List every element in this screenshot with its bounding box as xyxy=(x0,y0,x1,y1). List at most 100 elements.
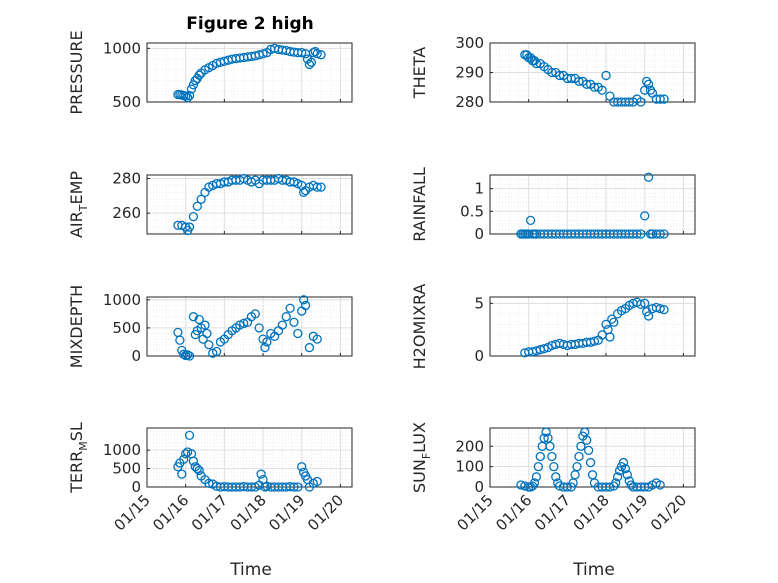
y-tick-label: 5 xyxy=(474,294,484,312)
data-point xyxy=(260,342,270,353)
data-point xyxy=(289,482,299,492)
y-axis-label: H2OMIXRA xyxy=(410,284,429,370)
data-point xyxy=(304,342,315,353)
data-point xyxy=(636,299,646,310)
data-point xyxy=(188,312,199,322)
data-point xyxy=(589,82,600,92)
data-point xyxy=(632,229,642,239)
axes-box xyxy=(489,174,696,235)
y-tick-label: 1000 xyxy=(103,39,141,57)
data-point xyxy=(316,50,326,60)
data-point xyxy=(196,194,206,204)
data-point xyxy=(281,312,291,322)
data-point xyxy=(262,337,272,347)
data-point xyxy=(312,334,322,344)
x-axis-title-left: Time xyxy=(229,560,272,580)
axes-box xyxy=(489,296,696,357)
data-point xyxy=(620,464,631,474)
data-point xyxy=(551,472,561,482)
data-point xyxy=(609,317,619,327)
y-tick-label: 280 xyxy=(455,93,484,111)
data-point xyxy=(655,303,665,314)
data-point xyxy=(589,336,600,346)
data-point xyxy=(312,49,322,59)
data-point xyxy=(297,48,307,58)
data-point xyxy=(192,201,202,211)
data-point xyxy=(547,451,557,462)
data-point xyxy=(175,335,185,345)
plot-area xyxy=(490,175,695,234)
data-point xyxy=(312,182,322,192)
y-axis-label: TERRMSL xyxy=(67,422,90,494)
data-point xyxy=(643,172,654,182)
y-axis-label: RAINFALL xyxy=(410,167,429,242)
axes-box xyxy=(146,296,353,357)
data-point xyxy=(184,90,195,101)
y-tick-label: 1000 xyxy=(103,441,141,459)
data-point xyxy=(202,328,212,339)
x-tick-label: 01/15 xyxy=(111,491,154,534)
data-point xyxy=(254,323,264,333)
y-tick-label: 500 xyxy=(112,460,141,478)
data-point xyxy=(312,476,322,487)
y-tick-label: 0 xyxy=(474,347,484,365)
data-point xyxy=(204,340,214,350)
data-point xyxy=(655,94,665,104)
data-point xyxy=(618,457,629,468)
subplot-air-temp: 260 280 AIRTEMP xyxy=(67,169,353,238)
data-point xyxy=(293,328,303,339)
data-point xyxy=(605,332,615,342)
data-point xyxy=(566,73,576,84)
figure-title: Figure 2 high xyxy=(186,14,314,34)
data-point xyxy=(640,211,650,221)
data-point xyxy=(547,67,557,78)
data-point xyxy=(655,229,665,239)
data-point xyxy=(576,441,586,451)
data-point xyxy=(541,427,551,437)
y-tick-label: 0.5 xyxy=(460,202,484,220)
data-point xyxy=(204,478,214,488)
y-tick-label: 260 xyxy=(112,204,141,222)
data-point xyxy=(200,320,210,330)
data-point xyxy=(545,441,555,451)
data-point xyxy=(184,222,195,232)
data-point xyxy=(194,314,204,325)
data-point xyxy=(250,309,260,319)
data-point xyxy=(182,93,193,103)
y-tick-label: 200 xyxy=(455,437,484,455)
y-tick-label: 0 xyxy=(131,347,141,365)
data-point xyxy=(211,346,222,357)
data-point xyxy=(572,462,582,472)
x-tick-label: 01/15 xyxy=(454,491,497,534)
x-tick-label: 01/16 xyxy=(149,491,192,534)
subplot-rainfall: 0 0.5 1 RAINFALL xyxy=(410,167,696,243)
data-point xyxy=(574,76,584,86)
subplot-theta: 280 290 300 THETA xyxy=(410,34,696,111)
data-point xyxy=(643,79,654,89)
axes-box xyxy=(146,174,353,235)
y-tick-label: 280 xyxy=(112,169,141,187)
data-point xyxy=(531,59,542,69)
data-point xyxy=(622,470,632,480)
data-point xyxy=(239,318,249,329)
data-point xyxy=(299,187,309,198)
data-point xyxy=(539,433,549,443)
y-axis-label: PRESSURE xyxy=(67,30,86,114)
data-point xyxy=(285,303,295,313)
data-point xyxy=(529,478,540,488)
y-tick-label: 1000 xyxy=(103,291,141,309)
x-tick-label: 01/20 xyxy=(304,491,347,534)
data-point xyxy=(186,84,197,94)
data-point xyxy=(533,462,543,472)
axes-box xyxy=(146,427,353,488)
data-point xyxy=(256,469,266,479)
y-tick-label: 290 xyxy=(455,64,484,82)
data-point xyxy=(612,472,623,482)
data-point xyxy=(582,79,592,89)
data-point xyxy=(316,182,326,192)
y-tick-label: 0 xyxy=(131,478,141,496)
data-point xyxy=(643,311,654,321)
